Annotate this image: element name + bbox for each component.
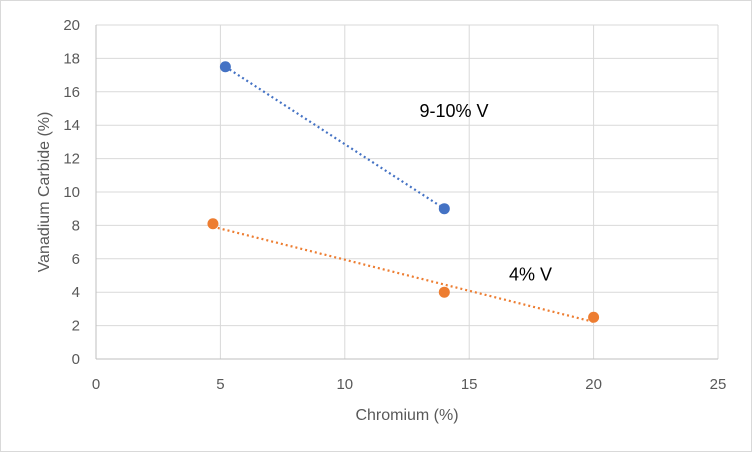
series-annotation: 4% V xyxy=(509,265,552,285)
x-tick-label: 5 xyxy=(216,376,224,393)
y-tick-label: 14 xyxy=(63,117,80,134)
x-tick-label: 0 xyxy=(92,376,100,393)
axes: 0 2 4 6 8 10 12 14 16 18 20 0 5 10 15 20 25 xyxy=(63,17,726,393)
y-tick-label: 4 xyxy=(72,284,80,301)
data-point xyxy=(207,218,219,230)
x-tick-label: 25 xyxy=(710,376,727,393)
y-tick-label: 16 xyxy=(63,84,80,101)
data-points xyxy=(207,61,600,323)
data-point xyxy=(588,311,600,323)
y-tick-label: 2 xyxy=(72,318,80,335)
y-axis-title: Vanadium Carbide (%) xyxy=(36,112,53,273)
y-tick-label: 8 xyxy=(72,217,80,234)
trendlines xyxy=(212,65,594,323)
x-tick-label: 10 xyxy=(336,376,353,393)
trendline-series-2 xyxy=(212,225,594,323)
y-tick-label: 0 xyxy=(72,351,80,368)
gridlines xyxy=(96,24,719,360)
trendline-series-1 xyxy=(224,65,445,210)
series-annotation: 9-10% V xyxy=(419,101,488,121)
x-tick-label: 20 xyxy=(585,376,602,393)
x-tick-label: 15 xyxy=(461,376,478,393)
y-tick-label: 18 xyxy=(63,50,80,67)
annotations: 9-10% V 4% V xyxy=(419,101,552,285)
x-axis-title: Chromium (%) xyxy=(355,407,458,424)
data-point xyxy=(438,286,450,298)
y-tick-label: 12 xyxy=(63,151,80,168)
y-tick-label: 20 xyxy=(63,17,80,34)
data-point xyxy=(438,203,450,215)
data-point xyxy=(219,61,231,73)
y-tick-label: 10 xyxy=(63,184,80,201)
y-tick-label: 6 xyxy=(72,251,80,268)
